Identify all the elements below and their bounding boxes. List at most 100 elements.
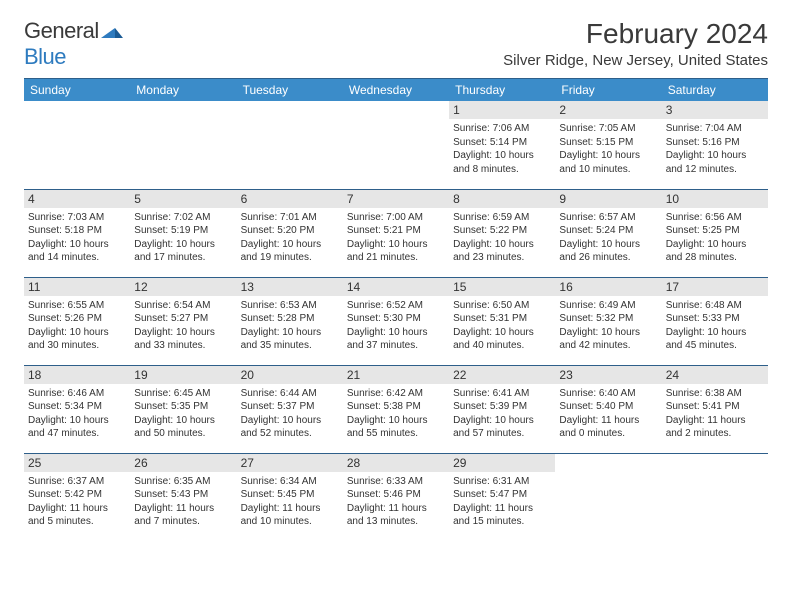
- day-number-empty: [343, 101, 449, 119]
- weekday-header: Saturday: [662, 79, 768, 101]
- calendar-cell: 18 Sunrise: 6:46 AMSunset: 5:34 PMDayligh…: [24, 365, 130, 453]
- day-info: Sunrise: 6:49 AMSunset: 5:32 PMDaylight:…: [559, 299, 657, 353]
- calendar-cell: 20Sunrise: 6:44 AMSunset: 5:37 PMDayligh…: [237, 365, 343, 453]
- calendar-cell: 22 Sunrise: 6:41 AMSunset: 5:39 PMDayligh…: [449, 365, 555, 453]
- day-info: Sunrise: 6:42 AMSunset: 5:38 PMDaylight:…: [347, 387, 445, 441]
- brand-mark-icon: [101, 25, 123, 42]
- day-info: Sunrise: 6:45 AMSunset: 5:35 PMDaylight:…: [134, 387, 232, 441]
- calendar-cell: 10Sunrise: 6:56 AMSunset: 5:25 PMDayligh…: [662, 189, 768, 277]
- calendar-cell: [555, 453, 661, 541]
- calendar-cell: 11 Sunrise: 6:55 AMSunset: 5:26 PMDayligh…: [24, 277, 130, 365]
- calendar-cell: 25Sunrise: 6:37 AMSunset: 5:42 PMDayligh…: [24, 453, 130, 541]
- day-number: 19: [130, 366, 236, 384]
- day-number-empty: [555, 454, 661, 472]
- day-info: Sunrise: 6:50 AMSunset: 5:31 PMDaylight:…: [453, 299, 551, 353]
- calendar-cell: 19 Sunrise: 6:45 AMSunset: 5:35 PMDayligh…: [130, 365, 236, 453]
- brand-word-1: General: [24, 18, 99, 43]
- day-number: 23: [555, 366, 661, 384]
- day-info: Sunrise: 6:31 AMSunset: 5:47 PMDaylight:…: [453, 475, 551, 529]
- day-number-empty: [237, 101, 343, 119]
- day-info: Sunrise: 7:00 AMSunset: 5:21 PMDaylight:…: [347, 211, 445, 265]
- calendar-row: 18 Sunrise: 6:46 AMSunset: 5:34 PMDayligh…: [24, 365, 768, 453]
- calendar-cell: 29 Sunrise: 6:31 AMSunset: 5:47 PMDayligh…: [449, 453, 555, 541]
- calendar-body: 1Sunrise: 7:06 AMSunset: 5:14 PMDaylight…: [24, 101, 768, 541]
- calendar-cell: 24 Sunrise: 6:38 AMSunset: 5:41 PMDayligh…: [662, 365, 768, 453]
- day-number-empty: [662, 454, 768, 472]
- calendar-cell: 17Sunrise: 6:48 AMSunset: 5:33 PMDayligh…: [662, 277, 768, 365]
- day-number: 5: [130, 190, 236, 208]
- calendar-row: 25Sunrise: 6:37 AMSunset: 5:42 PMDayligh…: [24, 453, 768, 541]
- month-title: February 2024: [503, 18, 768, 50]
- calendar-cell: 26Sunrise: 6:35 AMSunset: 5:43 PMDayligh…: [130, 453, 236, 541]
- calendar-row: 11 Sunrise: 6:55 AMSunset: 5:26 PMDayligh…: [24, 277, 768, 365]
- day-info: Sunrise: 6:33 AMSunset: 5:46 PMDaylight:…: [347, 475, 445, 529]
- calendar-cell: 13 Sunrise: 6:53 AMSunset: 5:28 PMDayligh…: [237, 277, 343, 365]
- calendar-cell: 16 Sunrise: 6:49 AMSunset: 5:32 PMDayligh…: [555, 277, 661, 365]
- day-number: 3: [662, 101, 768, 119]
- day-number: 27: [237, 454, 343, 472]
- brand-logo: General Blue: [24, 18, 123, 70]
- day-info: Sunrise: 7:01 AMSunset: 5:20 PMDaylight:…: [241, 211, 339, 265]
- brand-word-2: Blue: [24, 44, 66, 69]
- calendar-row: 4Sunrise: 7:03 AMSunset: 5:18 PMDaylight…: [24, 189, 768, 277]
- calendar-cell: 9Sunrise: 6:57 AMSunset: 5:24 PMDaylight…: [555, 189, 661, 277]
- day-number: 18: [24, 366, 130, 384]
- page-header: General Blue February 2024 Silver Ridge,…: [24, 18, 768, 70]
- day-number: 13: [237, 278, 343, 296]
- calendar-cell: 7 Sunrise: 7:00 AMSunset: 5:21 PMDaylight…: [343, 189, 449, 277]
- day-number: 24: [662, 366, 768, 384]
- day-number: 16: [555, 278, 661, 296]
- calendar-cell: 6 Sunrise: 7:01 AMSunset: 5:20 PMDaylight…: [237, 189, 343, 277]
- day-info: Sunrise: 7:04 AMSunset: 5:16 PMDaylight:…: [666, 122, 764, 176]
- calendar-cell: [24, 101, 130, 189]
- day-info: Sunrise: 7:06 AMSunset: 5:14 PMDaylight:…: [453, 122, 551, 176]
- calendar-cell: 27Sunrise: 6:34 AMSunset: 5:45 PMDayligh…: [237, 453, 343, 541]
- day-info: Sunrise: 6:52 AMSunset: 5:30 PMDaylight:…: [347, 299, 445, 353]
- day-number-empty: [130, 101, 236, 119]
- day-info: Sunrise: 6:53 AMSunset: 5:28 PMDaylight:…: [241, 299, 339, 353]
- day-info: Sunrise: 6:59 AMSunset: 5:22 PMDaylight:…: [453, 211, 551, 265]
- day-info: Sunrise: 7:05 AMSunset: 5:15 PMDaylight:…: [559, 122, 657, 176]
- day-number: 22: [449, 366, 555, 384]
- day-info: Sunrise: 6:46 AMSunset: 5:34 PMDaylight:…: [28, 387, 126, 441]
- day-number: 28: [343, 454, 449, 472]
- day-info: Sunrise: 6:44 AMSunset: 5:37 PMDaylight:…: [241, 387, 339, 441]
- day-number: 4: [24, 190, 130, 208]
- day-info: Sunrise: 7:02 AMSunset: 5:19 PMDaylight:…: [134, 211, 232, 265]
- day-info: Sunrise: 6:41 AMSunset: 5:39 PMDaylight:…: [453, 387, 551, 441]
- day-info: Sunrise: 6:54 AMSunset: 5:27 PMDaylight:…: [134, 299, 232, 353]
- calendar-cell: 8 Sunrise: 6:59 AMSunset: 5:22 PMDaylight…: [449, 189, 555, 277]
- calendar-cell: 1Sunrise: 7:06 AMSunset: 5:14 PMDaylight…: [449, 101, 555, 189]
- calendar-cell: [130, 101, 236, 189]
- calendar-cell: 14 Sunrise: 6:52 AMSunset: 5:30 PMDayligh…: [343, 277, 449, 365]
- day-number: 21: [343, 366, 449, 384]
- calendar-cell: [662, 453, 768, 541]
- weekday-header: Tuesday: [237, 79, 343, 101]
- day-number: 10: [662, 190, 768, 208]
- day-number: 7: [343, 190, 449, 208]
- day-number: 12: [130, 278, 236, 296]
- calendar-cell: 4Sunrise: 7:03 AMSunset: 5:18 PMDaylight…: [24, 189, 130, 277]
- day-info: Sunrise: 6:48 AMSunset: 5:33 PMDaylight:…: [666, 299, 764, 353]
- day-info: Sunrise: 6:37 AMSunset: 5:42 PMDaylight:…: [28, 475, 126, 529]
- calendar-cell: [343, 101, 449, 189]
- day-number: 8: [449, 190, 555, 208]
- title-block: February 2024 Silver Ridge, New Jersey, …: [503, 18, 768, 69]
- day-number: 14: [343, 278, 449, 296]
- day-number: 29: [449, 454, 555, 472]
- calendar-cell: [237, 101, 343, 189]
- day-info: Sunrise: 6:38 AMSunset: 5:41 PMDaylight:…: [666, 387, 764, 441]
- location-text: Silver Ridge, New Jersey, United States: [503, 52, 768, 69]
- weekday-header: Thursday: [449, 79, 555, 101]
- day-info: Sunrise: 6:55 AMSunset: 5:26 PMDaylight:…: [28, 299, 126, 353]
- day-number: 6: [237, 190, 343, 208]
- calendar-table: SundayMondayTuesdayWednesdayThursdayFrid…: [24, 79, 768, 541]
- day-info: Sunrise: 6:35 AMSunset: 5:43 PMDaylight:…: [134, 475, 232, 529]
- calendar-cell: 23 Sunrise: 6:40 AMSunset: 5:40 PMDayligh…: [555, 365, 661, 453]
- weekday-header: Sunday: [24, 79, 130, 101]
- calendar-cell: 2Sunrise: 7:05 AMSunset: 5:15 PMDaylight…: [555, 101, 661, 189]
- day-number: 11: [24, 278, 130, 296]
- day-number-empty: [24, 101, 130, 119]
- day-info: Sunrise: 6:40 AMSunset: 5:40 PMDaylight:…: [559, 387, 657, 441]
- calendar-row: 1Sunrise: 7:06 AMSunset: 5:14 PMDaylight…: [24, 101, 768, 189]
